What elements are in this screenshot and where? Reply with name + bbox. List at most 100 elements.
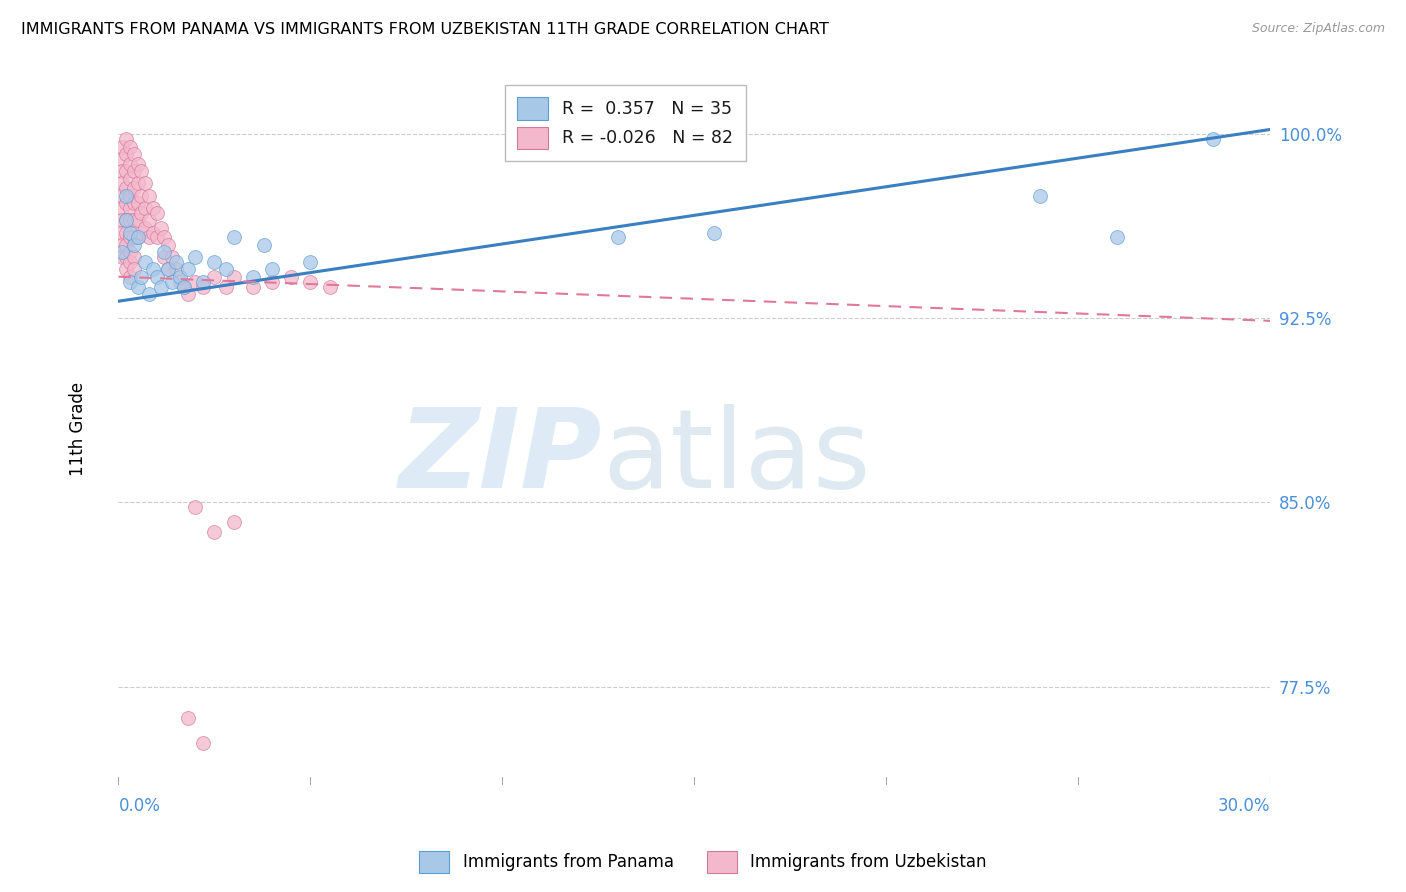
Point — [111, 201, 134, 215]
Point — [299, 275, 322, 289]
Point — [173, 279, 195, 293]
Point — [138, 230, 160, 244]
Point — [131, 226, 153, 240]
Point — [222, 230, 245, 244]
Point — [215, 262, 238, 277]
Point — [146, 269, 169, 284]
Point — [202, 524, 225, 539]
Point — [242, 269, 264, 284]
Point — [115, 250, 138, 264]
Point — [134, 255, 156, 269]
Point — [299, 255, 322, 269]
Point — [260, 275, 283, 289]
Point — [118, 139, 141, 153]
Point — [115, 213, 138, 227]
Point — [191, 736, 214, 750]
Point — [115, 196, 138, 211]
Point — [127, 213, 149, 227]
Point — [160, 275, 183, 289]
Point — [127, 230, 149, 244]
Text: ZIP: ZIP — [399, 404, 602, 511]
Point — [149, 220, 172, 235]
Point — [202, 269, 225, 284]
Point — [115, 188, 138, 202]
Point — [169, 269, 191, 284]
Point — [122, 147, 145, 161]
Point — [280, 269, 302, 284]
Point — [142, 201, 165, 215]
Point — [165, 262, 187, 277]
Text: atlas: atlas — [602, 404, 870, 511]
Point — [703, 226, 725, 240]
Point — [1029, 188, 1052, 202]
Point — [111, 213, 134, 227]
Point — [122, 262, 145, 277]
Point — [134, 201, 156, 215]
Point — [111, 226, 134, 240]
Point — [115, 226, 138, 240]
Point — [115, 262, 138, 277]
Point — [115, 164, 138, 178]
Text: 0.0%: 0.0% — [118, 797, 160, 815]
Point — [146, 230, 169, 244]
Point — [122, 237, 145, 252]
Text: IMMIGRANTS FROM PANAMA VS IMMIGRANTS FROM UZBEKISTAN 11TH GRADE CORRELATION CHAR: IMMIGRANTS FROM PANAMA VS IMMIGRANTS FRO… — [21, 22, 830, 37]
Point — [115, 181, 138, 195]
Point — [142, 262, 165, 277]
Text: 30.0%: 30.0% — [1218, 797, 1271, 815]
Text: Source: ZipAtlas.com: Source: ZipAtlas.com — [1251, 22, 1385, 36]
Point — [131, 206, 153, 220]
Point — [318, 279, 340, 293]
Point — [118, 275, 141, 289]
Point — [169, 275, 191, 289]
Point — [111, 139, 134, 153]
Point — [127, 196, 149, 211]
Point — [138, 213, 160, 227]
Point — [127, 230, 149, 244]
Point — [127, 279, 149, 293]
Point — [131, 164, 153, 178]
Point — [118, 245, 141, 260]
Point — [176, 711, 198, 725]
Point — [111, 245, 134, 260]
Point — [122, 196, 145, 211]
Point — [122, 213, 145, 227]
Point — [118, 226, 141, 240]
Legend: R =  0.357   N = 35, R = -0.026   N = 82: R = 0.357 N = 35, R = -0.026 N = 82 — [505, 86, 745, 161]
Legend: Immigrants from Panama, Immigrants from Uzbekistan: Immigrants from Panama, Immigrants from … — [412, 845, 994, 880]
Point — [1202, 132, 1225, 146]
Point — [1105, 230, 1128, 244]
Point — [127, 177, 149, 191]
Point — [191, 275, 214, 289]
Point — [111, 188, 134, 202]
Point — [176, 262, 198, 277]
Point — [165, 255, 187, 269]
Point — [111, 250, 134, 264]
Text: 11th Grade: 11th Grade — [69, 382, 87, 476]
Point — [115, 132, 138, 146]
Point — [157, 237, 180, 252]
Point — [153, 250, 176, 264]
Point — [134, 220, 156, 235]
Point — [153, 230, 176, 244]
Point — [111, 164, 134, 178]
Point — [131, 269, 153, 284]
Point — [115, 147, 138, 161]
Point — [149, 279, 172, 293]
Point — [173, 279, 195, 293]
Point — [215, 279, 238, 293]
Point — [222, 269, 245, 284]
Point — [242, 279, 264, 293]
Point — [157, 262, 180, 277]
Point — [202, 255, 225, 269]
Point — [157, 262, 180, 277]
Point — [118, 213, 141, 227]
Point — [153, 245, 176, 260]
Point — [122, 250, 145, 264]
Point — [184, 275, 207, 289]
Point — [118, 157, 141, 171]
Point — [146, 206, 169, 220]
Point — [142, 226, 165, 240]
Point — [127, 157, 149, 171]
Point — [118, 269, 141, 284]
